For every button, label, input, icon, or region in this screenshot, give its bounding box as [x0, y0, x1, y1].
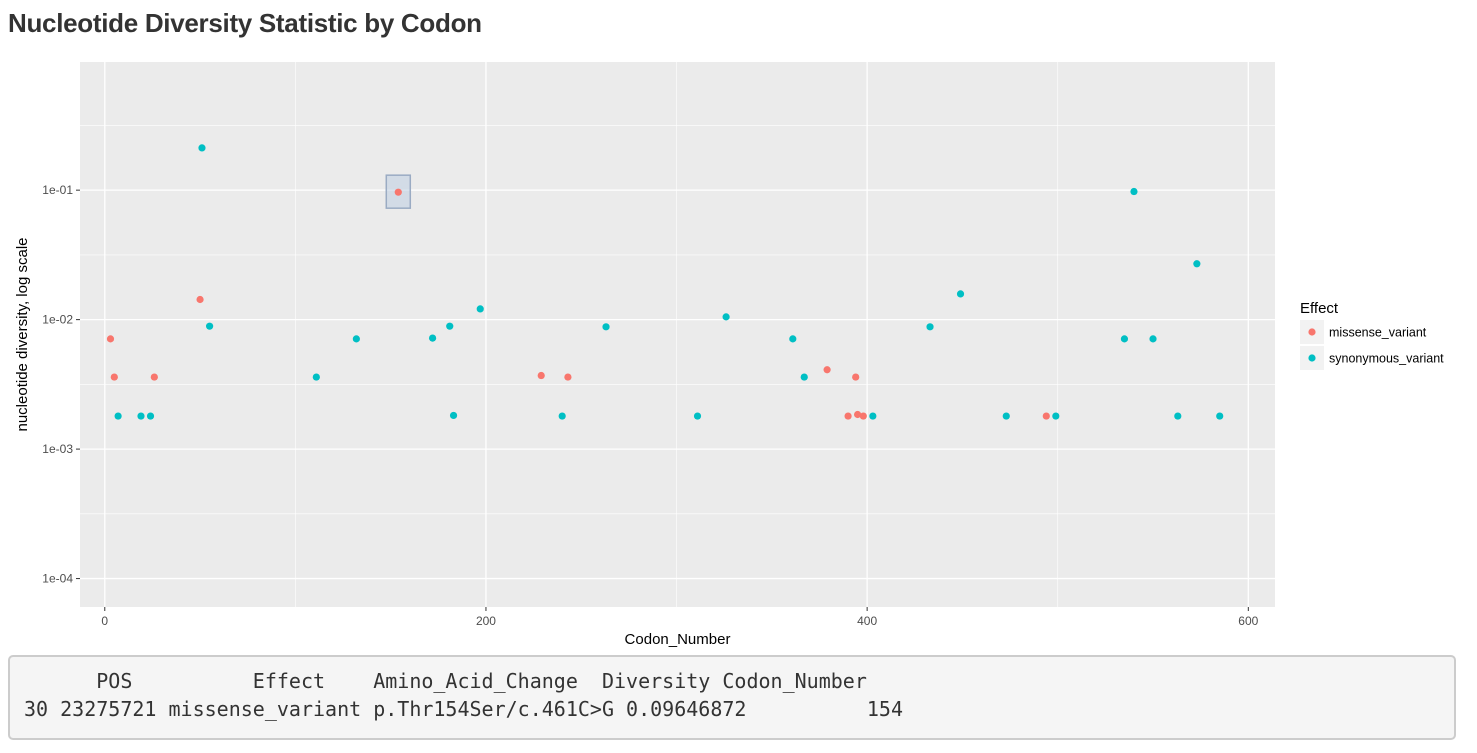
data-point-synonymous-variant[interactable] [352, 335, 360, 343]
legend-key-missense-variant [1308, 328, 1316, 336]
data-point-synonymous-variant[interactable] [693, 412, 702, 420]
data-point-synonymous-variant[interactable] [198, 144, 206, 152]
output-header-row: POS Effect Amino_Acid_Change Diversity C… [24, 669, 867, 693]
data-point-synonymous-variant[interactable] [137, 412, 145, 420]
y-tick-label: 1e-03 [42, 442, 73, 456]
y-axis: 1e-04 1e-03 1e-02 1e-01 [42, 183, 80, 586]
legend-label-missense-variant: missense_variant [1329, 326, 1427, 340]
plot-panel[interactable] [80, 62, 1275, 607]
selected-point-output: POS Effect Amino_Acid_Change Diversity C… [8, 655, 1456, 740]
data-point-synonymous-variant[interactable] [1130, 187, 1138, 196]
data-point-synonymous-variant[interactable] [869, 412, 877, 420]
data-point-synonymous-variant[interactable] [956, 290, 965, 298]
y-tick-label: 1e-01 [42, 183, 73, 197]
x-tick-label: 400 [857, 614, 877, 628]
data-point-synonymous-variant[interactable] [1174, 412, 1182, 420]
data-point-missense-variant[interactable] [150, 373, 158, 381]
data-point-synonymous-variant[interactable] [602, 323, 610, 331]
data-point-synonymous-variant[interactable] [1002, 412, 1010, 420]
data-point-missense-variant[interactable] [110, 373, 118, 381]
major-gridlines [80, 62, 1275, 607]
x-tick-label: 200 [476, 614, 496, 628]
data-point-synonymous-variant[interactable] [722, 313, 730, 321]
data-point-synonymous-variant[interactable] [428, 334, 437, 342]
y-tick-label: 1e-04 [42, 572, 73, 586]
y-tick-label: 1e-02 [42, 313, 73, 327]
legend-title: Effect [1300, 300, 1339, 317]
data-point-synonymous-variant[interactable] [789, 335, 797, 343]
data-point-missense-variant[interactable] [394, 188, 402, 196]
x-axis: 0 200 400 600 [101, 607, 1259, 628]
data-point-missense-variant[interactable] [844, 412, 852, 420]
data-point-synonymous-variant[interactable] [206, 322, 214, 330]
data-point-synonymous-variant[interactable] [800, 373, 808, 381]
data-point-missense-variant[interactable] [823, 366, 831, 374]
minor-gridlines [80, 62, 1275, 607]
legend-key-synonymous-variant [1308, 354, 1316, 362]
data-point-missense-variant[interactable] [106, 335, 115, 343]
data-point-synonymous-variant[interactable] [312, 373, 320, 381]
data-point-synonymous-variant[interactable] [146, 412, 155, 420]
data-point-missense-variant[interactable] [854, 410, 862, 419]
legend-label-synonymous-variant: synonymous_variant [1329, 352, 1444, 366]
data-point-synonymous-variant[interactable] [1216, 412, 1224, 420]
data-point-synonymous-variant[interactable] [476, 305, 484, 313]
y-axis-title: nucleotide diversity, log scale [14, 238, 31, 432]
data-point-synonymous-variant[interactable] [1149, 335, 1157, 343]
output-data-row: 30 23275721 missense_variant p.Thr154Ser… [24, 697, 903, 721]
data-point-missense-variant[interactable] [1042, 412, 1050, 420]
data-points [106, 144, 1224, 420]
data-point-synonymous-variant[interactable] [446, 322, 454, 330]
data-point-synonymous-variant[interactable] [114, 412, 122, 420]
page-title: Nucleotide Diversity Statistic by Codon [8, 8, 482, 38]
legend: Effect missense_variant synonymous_varian… [1300, 300, 1444, 370]
data-point-missense-variant[interactable] [564, 373, 572, 381]
data-point-synonymous-variant[interactable] [1120, 335, 1129, 343]
data-point-synonymous-variant[interactable] [1193, 260, 1201, 268]
data-point-missense-variant[interactable] [859, 412, 867, 420]
scatter-chart[interactable]: 0 200 400 600 1e-04 1e-03 1e-02 1e-01 Codon_Nu… [0, 0, 1477, 650]
data-point-synonymous-variant[interactable] [558, 412, 566, 420]
x-tick-label: 0 [101, 614, 108, 628]
data-point-missense-variant[interactable] [196, 295, 204, 304]
data-point-missense-variant[interactable] [537, 371, 545, 380]
data-point-synonymous-variant[interactable] [926, 323, 934, 331]
x-axis-title: Codon_Number [625, 631, 731, 648]
data-point-missense-variant[interactable] [852, 373, 860, 381]
data-point-synonymous-variant[interactable] [1052, 412, 1060, 420]
x-tick-label: 600 [1238, 614, 1258, 628]
data-point-synonymous-variant[interactable] [449, 411, 458, 420]
